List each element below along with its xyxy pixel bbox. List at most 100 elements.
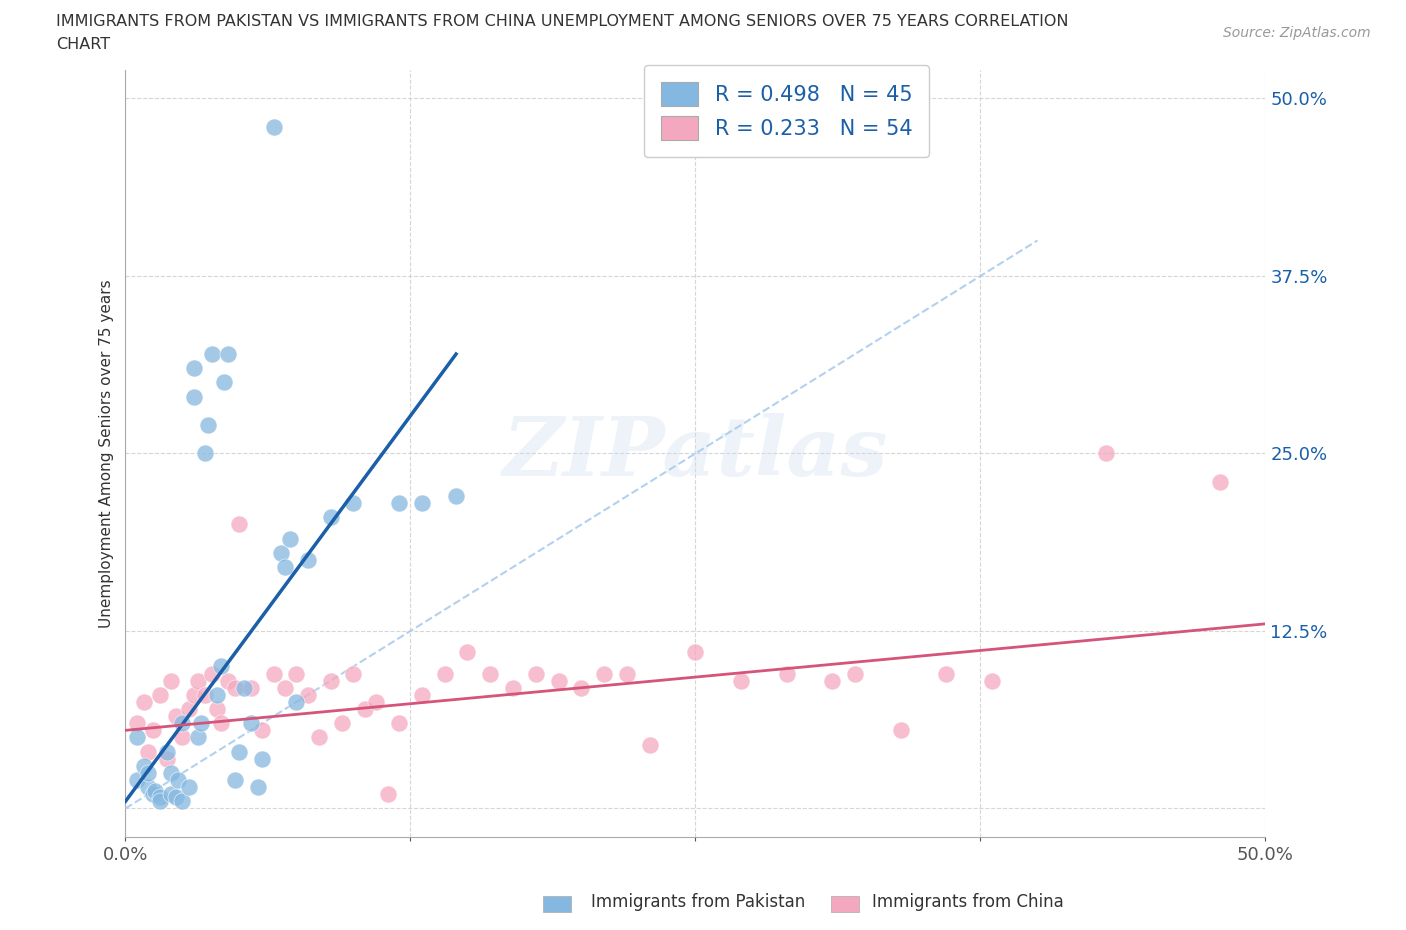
Point	[224, 680, 246, 695]
Point	[330, 716, 353, 731]
Point	[456, 644, 478, 659]
Point	[411, 687, 433, 702]
Point	[201, 666, 224, 681]
Point	[132, 758, 155, 773]
Point	[179, 779, 201, 794]
Point	[935, 666, 957, 681]
Point	[209, 659, 232, 674]
Point	[132, 695, 155, 710]
Point	[638, 737, 661, 752]
Point	[263, 666, 285, 681]
Point	[217, 673, 239, 688]
Y-axis label: Unemployment Among Seniors over 75 years: Unemployment Among Seniors over 75 years	[100, 279, 114, 628]
Point	[165, 709, 187, 724]
Point	[217, 347, 239, 362]
Point	[233, 680, 256, 695]
Point	[136, 765, 159, 780]
Point	[197, 418, 219, 432]
Point	[270, 545, 292, 560]
Point	[252, 751, 274, 766]
Point	[980, 673, 1002, 688]
Point	[167, 773, 190, 788]
Point	[125, 730, 148, 745]
Point	[444, 488, 467, 503]
Point	[136, 744, 159, 759]
Point	[190, 716, 212, 731]
Point	[224, 773, 246, 788]
Point	[160, 765, 183, 780]
Point	[263, 119, 285, 134]
Point	[377, 787, 399, 802]
Point	[187, 673, 209, 688]
Point	[252, 723, 274, 737]
Point	[228, 517, 250, 532]
Point	[125, 716, 148, 731]
Point	[388, 716, 411, 731]
Point	[172, 794, 194, 809]
Point	[239, 716, 262, 731]
Point	[212, 375, 235, 390]
Point	[776, 666, 799, 681]
Point	[319, 510, 342, 525]
Point	[187, 730, 209, 745]
Point	[285, 695, 308, 710]
Point	[354, 701, 377, 716]
Point	[194, 446, 217, 461]
Text: CHART: CHART	[56, 37, 110, 52]
Point	[342, 666, 364, 681]
Point	[246, 779, 269, 794]
Point	[890, 723, 912, 737]
Point	[209, 716, 232, 731]
Point	[411, 496, 433, 511]
Point	[1095, 446, 1118, 461]
Point	[155, 744, 177, 759]
Point	[201, 347, 224, 362]
Point	[160, 673, 183, 688]
Text: Immigrants from China: Immigrants from China	[872, 893, 1063, 911]
Point	[821, 673, 844, 688]
Point	[285, 666, 308, 681]
Point	[194, 687, 217, 702]
Point	[143, 784, 166, 799]
Point	[278, 531, 301, 546]
Point	[297, 552, 319, 567]
Point	[172, 730, 194, 745]
Text: Immigrants from Pakistan: Immigrants from Pakistan	[591, 893, 804, 911]
Point	[297, 687, 319, 702]
Point	[308, 730, 330, 745]
Point	[342, 496, 364, 511]
Point	[388, 496, 411, 511]
Point	[479, 666, 502, 681]
Point	[524, 666, 547, 681]
Point	[149, 790, 172, 804]
Point	[319, 673, 342, 688]
Point	[179, 701, 201, 716]
Point	[730, 673, 752, 688]
Point	[183, 361, 205, 376]
Point	[205, 687, 228, 702]
Point	[844, 666, 866, 681]
Point	[593, 666, 616, 681]
Point	[149, 687, 172, 702]
Legend: R = 0.498   N = 45, R = 0.233   N = 54: R = 0.498 N = 45, R = 0.233 N = 54	[644, 65, 929, 157]
Point	[142, 723, 165, 737]
Point	[547, 673, 569, 688]
Point	[172, 716, 194, 731]
Point	[136, 779, 159, 794]
Point	[149, 794, 172, 809]
Point	[228, 744, 250, 759]
Point	[274, 680, 297, 695]
Point	[571, 680, 593, 695]
Point	[274, 560, 297, 575]
Point	[155, 751, 177, 766]
Point	[685, 644, 707, 659]
Point	[125, 773, 148, 788]
Text: IMMIGRANTS FROM PAKISTAN VS IMMIGRANTS FROM CHINA UNEMPLOYMENT AMONG SENIORS OVE: IMMIGRANTS FROM PAKISTAN VS IMMIGRANTS F…	[56, 14, 1069, 29]
Point	[502, 680, 524, 695]
Point	[616, 666, 638, 681]
Text: Source: ZipAtlas.com: Source: ZipAtlas.com	[1223, 26, 1371, 40]
Point	[205, 701, 228, 716]
Point	[433, 666, 456, 681]
Text: ZIPatlas: ZIPatlas	[503, 414, 889, 494]
Point	[142, 787, 165, 802]
